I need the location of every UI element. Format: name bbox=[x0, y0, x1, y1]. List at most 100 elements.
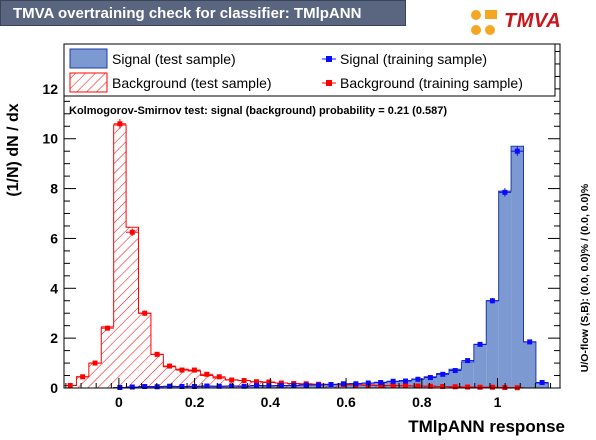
background-train-point bbox=[204, 371, 210, 377]
signal-train-point bbox=[539, 380, 545, 386]
x-tick-label: 0.6 bbox=[336, 394, 356, 410]
signal-train-point bbox=[216, 383, 222, 389]
signal-train-point bbox=[179, 384, 185, 390]
legend-marker-background-train bbox=[322, 80, 336, 86]
background-test-bar bbox=[175, 369, 189, 388]
logo-text: TMVA bbox=[504, 10, 562, 32]
signal-train-point bbox=[465, 358, 471, 364]
background-train-point bbox=[104, 325, 110, 331]
signal-test-bar bbox=[473, 344, 487, 388]
background-train-point bbox=[440, 384, 446, 390]
background-train-point bbox=[154, 351, 160, 357]
background-test-bar bbox=[101, 326, 114, 388]
overflow-label: U/O-flow (S,B): (0.0, 0.0)% / (0.0, 0.0)… bbox=[579, 183, 591, 373]
y-axis-label: (1/N) dN / dx bbox=[5, 103, 22, 196]
signal-train-point bbox=[241, 383, 247, 389]
background-test-bar bbox=[76, 376, 89, 388]
signal-test-bar bbox=[448, 369, 462, 388]
page-title: TMVA overtraining check for classifier: … bbox=[13, 5, 362, 22]
signal-train-point bbox=[378, 380, 384, 386]
y-tick-label: 6 bbox=[50, 230, 58, 246]
signal-train-point bbox=[477, 341, 483, 347]
legend-swatch-signal-test bbox=[69, 48, 108, 69]
signal-train-point bbox=[142, 384, 148, 390]
x-tick-label: 1 bbox=[494, 394, 502, 410]
y-tick-label: 2 bbox=[50, 330, 58, 346]
background-train-point bbox=[142, 310, 148, 316]
signal-test-bar bbox=[424, 376, 437, 388]
background-train-point bbox=[191, 367, 197, 373]
background-train-point bbox=[179, 367, 185, 373]
signal-train-point bbox=[278, 383, 284, 389]
signal-train-point bbox=[365, 380, 371, 386]
signal-test-bar bbox=[486, 300, 499, 388]
signal-train-point bbox=[452, 368, 458, 374]
legend-label-background-test: Background (test sample) bbox=[112, 75, 272, 91]
tmva-logo-icon bbox=[471, 10, 497, 35]
y-tick-label: 8 bbox=[50, 181, 58, 197]
background-test-bar bbox=[88, 363, 102, 388]
x-tick-label: 0.8 bbox=[412, 394, 432, 410]
signal-train-point bbox=[303, 382, 309, 388]
x-axis-label: TMlpANN response bbox=[408, 417, 565, 436]
background-train-point bbox=[117, 121, 123, 127]
legend-swatch-background-test bbox=[69, 72, 108, 93]
legend-label-signal-train: Signal (training sample) bbox=[340, 51, 487, 67]
background-train-point bbox=[92, 360, 98, 366]
background-train-point bbox=[241, 378, 247, 384]
signal-train-point bbox=[353, 381, 359, 387]
signal-train-point bbox=[266, 383, 272, 389]
signal-train-point bbox=[316, 382, 322, 388]
signal-train-point bbox=[390, 378, 396, 384]
signal-test-bar bbox=[535, 383, 549, 388]
background-test-bar bbox=[163, 366, 176, 388]
background-train-point bbox=[465, 384, 471, 390]
signal-train-point bbox=[514, 148, 520, 154]
signal-train-point bbox=[427, 375, 433, 381]
x-tick-label: 0.2 bbox=[185, 394, 205, 410]
signal-train-point bbox=[489, 298, 495, 304]
background-train-point bbox=[229, 377, 235, 383]
signal-train-point bbox=[229, 383, 235, 389]
background-test-bar bbox=[138, 313, 151, 388]
background-train-point bbox=[427, 383, 433, 389]
title-bar: TMVA overtraining check for classifier: … bbox=[0, 0, 406, 26]
signal-train-point bbox=[291, 382, 297, 388]
y-tick-label: 10 bbox=[42, 131, 58, 147]
signal-test-bar bbox=[498, 191, 512, 388]
signal-train-point bbox=[328, 382, 334, 388]
signal-train-point bbox=[204, 383, 210, 389]
background-train-point bbox=[129, 229, 135, 235]
background-train-point bbox=[477, 384, 483, 390]
background-train-point bbox=[452, 384, 458, 390]
signal-train-point bbox=[340, 381, 346, 387]
signal-train-point bbox=[440, 371, 446, 377]
signal-test-bar bbox=[511, 146, 524, 388]
background-train-point bbox=[67, 383, 73, 389]
background-train-point bbox=[167, 363, 173, 369]
signal-test-bar bbox=[436, 373, 449, 388]
background-train-point bbox=[415, 383, 421, 389]
tmva-logo: TMVA bbox=[468, 6, 592, 40]
background-train-point bbox=[390, 383, 396, 389]
background-train-point bbox=[489, 384, 495, 390]
signal-test-bar bbox=[523, 341, 536, 388]
signal-test-bar bbox=[461, 361, 474, 388]
background-test-bar bbox=[150, 354, 164, 388]
signal-train-point bbox=[253, 383, 259, 389]
background-train-point bbox=[403, 383, 409, 389]
y-tick-label: 12 bbox=[42, 81, 58, 97]
background-train-point bbox=[253, 379, 259, 385]
signal-train-point bbox=[167, 383, 173, 389]
signal-train-point bbox=[502, 189, 508, 195]
background-test-bar bbox=[126, 227, 139, 388]
x-tick-label: 0 bbox=[115, 394, 123, 410]
x-tick-label: 0.4 bbox=[261, 394, 281, 410]
background-train-point bbox=[266, 379, 272, 385]
signal-train-point bbox=[415, 376, 421, 382]
background-test-bar bbox=[213, 378, 226, 388]
background-train-point bbox=[216, 374, 222, 380]
signal-train-point bbox=[129, 384, 135, 390]
legend-label-background-train: Background (training sample) bbox=[340, 75, 523, 91]
